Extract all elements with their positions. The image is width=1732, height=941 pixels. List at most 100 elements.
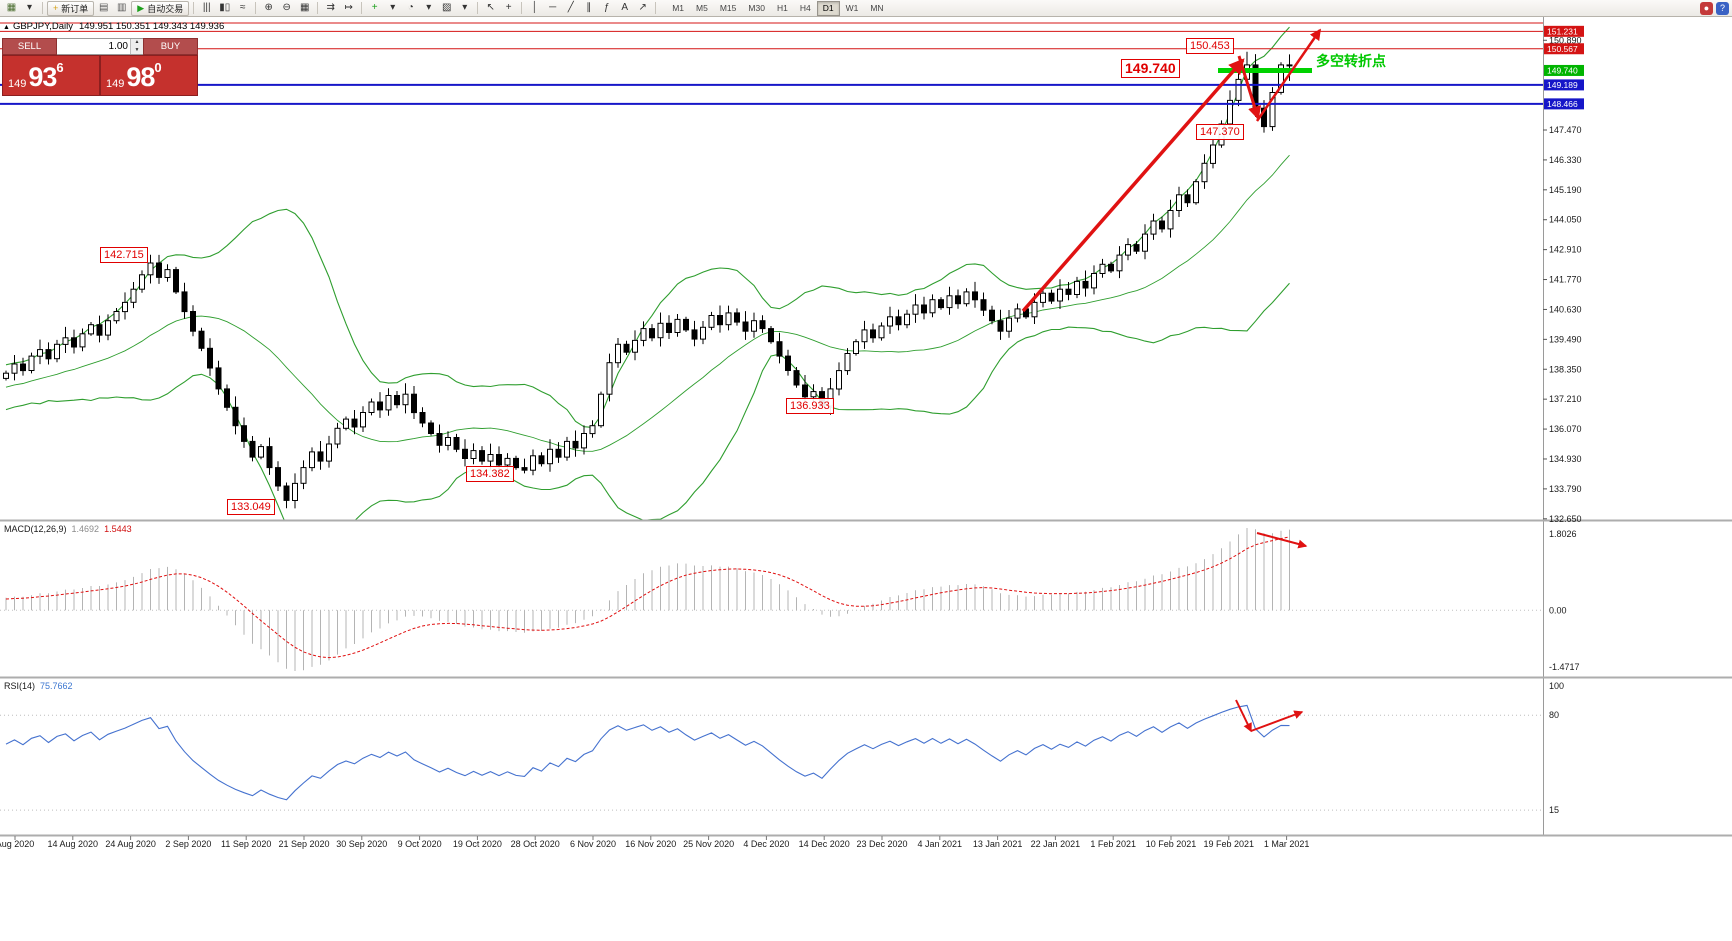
- toolbar-separator: [361, 2, 363, 14]
- candlestick: [147, 262, 154, 276]
- trend-arrow[interactable]: [1235, 699, 1252, 733]
- text-icon[interactable]: A: [621, 2, 629, 13]
- timeframe-d1[interactable]: D1: [816, 0, 840, 16]
- candlestick: [343, 418, 349, 429]
- trend-arrow[interactable]: [1256, 532, 1308, 549]
- vertical-line-icon[interactable]: │: [531, 2, 538, 13]
- date-tick-label: 19 Oct 2020: [453, 839, 502, 849]
- candlestick: [861, 329, 868, 343]
- date-tick-label: 25 Nov 2020: [683, 839, 734, 849]
- channel-icon[interactable]: ∥: [586, 2, 592, 13]
- price-tick-label: 140.630: [1549, 304, 1582, 314]
- volume-down-button[interactable]: ▼: [131, 46, 143, 54]
- price-tick-label: 147.470: [1549, 125, 1582, 135]
- chevron-down-icon[interactable]: ▾: [26, 2, 33, 13]
- trendline-icon[interactable]: ╱: [567, 2, 574, 13]
- volume-input[interactable]: [57, 39, 130, 54]
- chart-shift-icon[interactable]: ↦: [344, 2, 353, 13]
- candlestick: [45, 349, 52, 360]
- sell-button[interactable]: SELL: [2, 38, 57, 55]
- candlestick: [1167, 210, 1174, 230]
- rsi-name: RSI(14): [4, 681, 36, 691]
- candlestick: [1031, 301, 1038, 318]
- timeframe-m5[interactable]: M5: [696, 2, 708, 13]
- autotrading-button[interactable]: ▶ 自动交易: [131, 0, 190, 16]
- price-annotation[interactable]: 133.049: [227, 499, 275, 515]
- toolbar-separator: [521, 2, 523, 14]
- new-chart-icon[interactable]: ▦: [6, 2, 17, 13]
- candlestick: [521, 467, 528, 471]
- new-order-button[interactable]: + 新订单: [47, 0, 95, 16]
- price-annotation[interactable]: 149.740: [1121, 59, 1180, 78]
- candlestick-chart-icon[interactable]: ▮▯: [219, 2, 231, 13]
- tile-windows-icon[interactable]: ▦: [299, 2, 310, 13]
- chevron-down-icon[interactable]: ▾: [426, 2, 432, 13]
- candlestick: [96, 324, 103, 336]
- buy-button[interactable]: BUY: [143, 38, 198, 55]
- price-annotation[interactable]: 150.453: [1186, 38, 1234, 54]
- indicators-icon[interactable]: +: [371, 2, 378, 13]
- candlestick: [11, 363, 18, 374]
- timeframe-w1[interactable]: W1: [845, 2, 859, 13]
- candlestick: [708, 315, 715, 328]
- fibonacci-icon[interactable]: ƒ: [603, 2, 610, 13]
- timeframe-m30[interactable]: M30: [748, 2, 765, 13]
- timeframe-mn[interactable]: MN: [870, 2, 884, 13]
- sell-price-display[interactable]: 149 93 6: [3, 56, 99, 95]
- candlestick: [768, 328, 774, 343]
- trend-arrow[interactable]: [1021, 58, 1245, 313]
- buy-price-display[interactable]: 149 98 0: [101, 56, 197, 95]
- candlestick: [1142, 233, 1148, 252]
- data-window-icon[interactable]: ▥: [117, 2, 127, 13]
- candlestick: [1040, 292, 1046, 303]
- timeframe-m1[interactable]: M1: [672, 2, 685, 13]
- timeframe-m15[interactable]: M15: [719, 2, 737, 13]
- trend-arrow[interactable]: [1237, 55, 1262, 120]
- price-tick-label: 150.890: [1549, 35, 1582, 45]
- toolbar-separator: [42, 2, 43, 14]
- candlestick: [258, 446, 264, 458]
- chart-area[interactable]: 150.890 147.470 146.330 145.190 144.050 142.9…: [0, 17, 1732, 941]
- zoom-out-icon[interactable]: ⊖: [282, 2, 291, 13]
- cursor-icon[interactable]: ↖: [486, 2, 495, 13]
- turning-point-note[interactable]: 多空转折点: [1316, 53, 1386, 69]
- auto-scroll-icon[interactable]: ⇉: [326, 2, 335, 13]
- price-annotation[interactable]: 147.370: [1196, 124, 1244, 140]
- crosshair-icon[interactable]: +: [505, 2, 512, 13]
- chevron-down-icon[interactable]: ▾: [390, 2, 396, 13]
- trend-arrow[interactable]: [1250, 710, 1304, 732]
- help-icon[interactable]: ?: [1716, 1, 1729, 15]
- timeframe-h1[interactable]: H1: [776, 2, 788, 13]
- candlestick: [504, 457, 511, 466]
- arrows-icon[interactable]: ↗: [638, 2, 647, 13]
- zoom-in-icon[interactable]: ⊕: [264, 2, 273, 13]
- candlestick: [496, 454, 502, 466]
- market-watch-icon[interactable]: ▤: [99, 2, 109, 13]
- price-annotation[interactable]: 134.382: [466, 466, 514, 482]
- templates-icon[interactable]: ▨: [441, 2, 452, 13]
- candlestick: [479, 450, 485, 462]
- axis-price-label: [1544, 79, 1584, 91]
- line-chart-icon[interactable]: ≈: [239, 2, 246, 13]
- volume-box: ▲ ▼: [57, 38, 143, 55]
- price-annotation[interactable]: 136.933: [786, 398, 834, 414]
- price-annotation[interactable]: 142.715: [100, 247, 148, 263]
- candlestick: [1065, 288, 1072, 295]
- sell-price-prefix: 149: [8, 78, 27, 90]
- candlestick: [657, 322, 664, 339]
- horizontal-line-icon[interactable]: ─: [549, 2, 557, 13]
- candlestick: [1159, 220, 1165, 230]
- candlestick: [445, 437, 451, 446]
- volume-up-button[interactable]: ▲: [131, 39, 143, 47]
- bar-chart-icon[interactable]: |||: [202, 2, 211, 13]
- periods-icon[interactable]: ◔: [407, 2, 414, 13]
- trend-arrow[interactable]: [1255, 28, 1322, 122]
- candlestick: [360, 412, 366, 428]
- macd-value-main: 1.4692: [71, 524, 100, 534]
- price-tick-label: 142.910: [1549, 245, 1582, 255]
- toolbar-separator: [255, 2, 257, 14]
- timeframe-h4[interactable]: H4: [799, 2, 811, 13]
- chevron-down-icon[interactable]: ▾: [462, 2, 468, 13]
- date-tick-label: 14 Aug 2020: [48, 839, 99, 849]
- community-icon[interactable]: ●: [1700, 1, 1713, 15]
